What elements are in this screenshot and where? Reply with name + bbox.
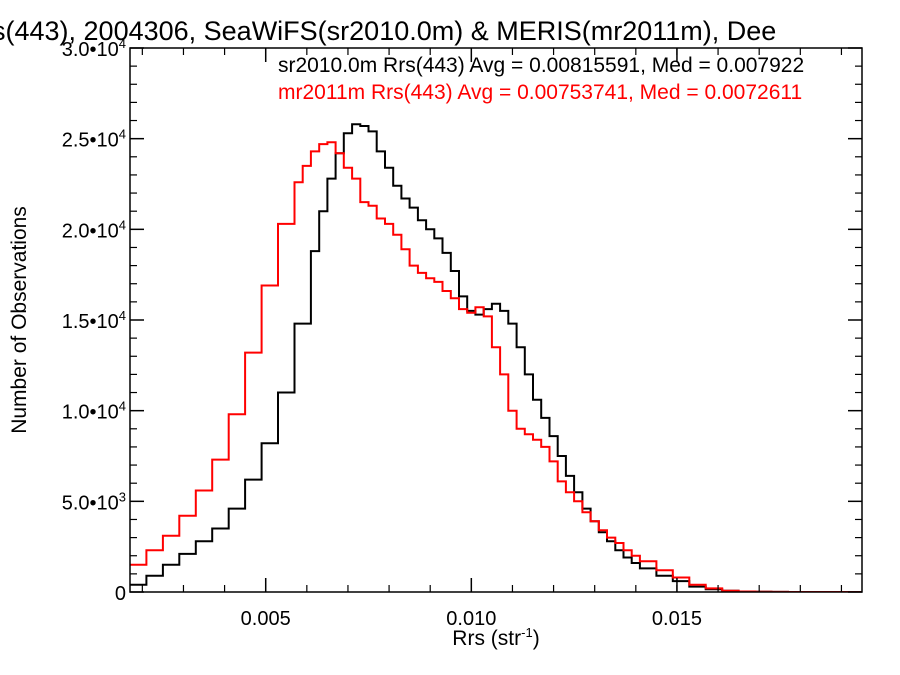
x-tick-label: 0.005: [241, 608, 291, 630]
y-tick-label: 1.0•104: [62, 399, 126, 424]
y-tick-label: 0: [115, 583, 126, 605]
legend-entry-sr2010: sr2010.0m Rrs(443) Avg = 0.00815591, Med…: [278, 54, 804, 77]
series-line-0: [130, 123, 862, 592]
y-tick-label: 3.0•104: [62, 36, 126, 61]
x-axis-label-exponent: -1: [521, 625, 533, 640]
y-axis-label: Number of Observations: [8, 206, 31, 434]
legend-entry-mr2011: mr2011m Rrs(443) Avg = 0.00753741, Med =…: [278, 81, 802, 104]
x-axis-label-text: Rrs (str: [452, 627, 521, 650]
y-tick-label: 2.5•104: [62, 127, 126, 152]
y-tick-label: 5.0•103: [62, 489, 126, 514]
legend: sr2010.0m Rrs(443) Avg = 0.00815591, Med…: [278, 54, 804, 104]
x-axis-label-end: ): [533, 627, 540, 650]
y-axis-ticks: 0 5.0•103 1.0•104 1.5•104 2.0•104 2.5•104 3.0•…: [62, 36, 862, 605]
y-tick-label: 1.5•104: [62, 308, 126, 333]
series-line-1: [130, 141, 862, 592]
x-tick-label: 0.015: [652, 608, 702, 630]
y-tick-label: 2.0•104: [62, 217, 126, 242]
chart-title: s(443), 2004306, SeaWiFS(sr2010.0m) & ME…: [0, 16, 776, 46]
x-axis-label: Rrs (str-1): [452, 625, 539, 650]
x-axis-ticks: 0.005 0.010 0.015: [141, 48, 843, 630]
series-layer: [130, 123, 862, 592]
x-tick-label: 0.010: [446, 608, 496, 630]
plot-frame: [129, 47, 863, 593]
